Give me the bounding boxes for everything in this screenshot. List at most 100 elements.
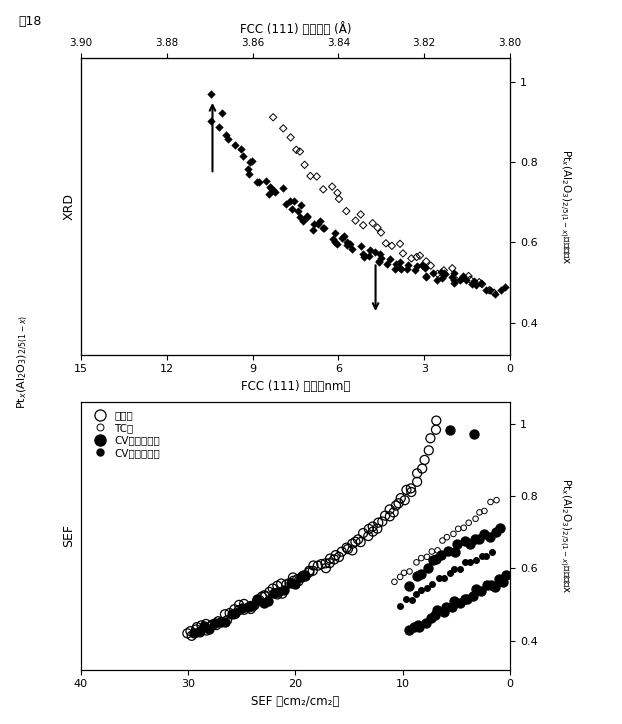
Point xyxy=(246,603,256,615)
Point xyxy=(494,573,504,585)
Point xyxy=(231,139,241,151)
Point xyxy=(337,232,347,244)
Point xyxy=(455,274,465,285)
Point xyxy=(368,521,378,532)
Point xyxy=(455,563,465,575)
Point xyxy=(436,266,446,278)
Point xyxy=(395,238,405,250)
Point xyxy=(477,550,487,562)
Point xyxy=(395,256,405,267)
Point xyxy=(465,556,475,568)
Point xyxy=(416,584,426,596)
Point xyxy=(458,522,468,534)
Point xyxy=(431,415,441,426)
Point xyxy=(434,572,443,584)
Point xyxy=(334,551,344,563)
Point xyxy=(297,571,307,583)
Point xyxy=(475,507,485,518)
Point xyxy=(396,263,406,274)
Point xyxy=(262,594,272,606)
Point xyxy=(417,463,427,474)
Point xyxy=(364,523,374,535)
Point xyxy=(449,563,459,575)
Point xyxy=(201,618,211,630)
Point xyxy=(452,274,462,286)
Point xyxy=(412,476,422,487)
Point xyxy=(471,513,481,525)
Point xyxy=(470,275,480,287)
Point xyxy=(428,554,438,565)
Point xyxy=(439,607,448,618)
Point xyxy=(364,251,374,262)
Y-axis label: Pt$_x$(Al$_2$O$_3$)$_{2/5(1-x)}$におけるx: Pt$_x$(Al$_2$O$_3$)$_{2/5(1-x)}$におけるx xyxy=(557,478,572,594)
Point xyxy=(425,432,435,444)
Point xyxy=(420,617,430,628)
Point xyxy=(406,487,416,498)
Point xyxy=(420,262,430,274)
Point xyxy=(291,144,301,156)
Point xyxy=(268,185,278,196)
Point xyxy=(389,263,399,274)
Point xyxy=(298,215,308,227)
Point xyxy=(289,575,299,586)
Point xyxy=(284,577,294,589)
Point xyxy=(294,576,304,587)
Point xyxy=(407,594,417,606)
Point xyxy=(481,550,491,562)
Point xyxy=(264,188,274,200)
Point xyxy=(461,274,471,286)
Point xyxy=(286,578,296,589)
Point xyxy=(490,288,499,300)
Point xyxy=(290,578,300,590)
Point xyxy=(420,261,430,272)
Point xyxy=(365,245,375,256)
Point xyxy=(395,599,405,611)
Point xyxy=(398,248,408,259)
Point xyxy=(220,608,230,620)
Point xyxy=(295,211,305,222)
Point xyxy=(347,244,357,256)
Point xyxy=(273,586,283,598)
Point xyxy=(320,557,330,569)
Point xyxy=(465,539,475,550)
Point xyxy=(406,253,416,264)
Point xyxy=(295,146,305,157)
Point xyxy=(421,270,431,282)
Point xyxy=(486,579,496,591)
Point xyxy=(334,193,344,205)
Point xyxy=(416,568,426,580)
Point xyxy=(368,526,378,537)
Point xyxy=(197,620,207,631)
Point xyxy=(402,264,412,275)
Point xyxy=(448,528,458,539)
Point xyxy=(394,497,404,509)
Point xyxy=(268,583,278,594)
Point xyxy=(221,130,231,141)
Point xyxy=(430,610,440,621)
Point xyxy=(376,253,386,264)
Point xyxy=(227,608,237,620)
Point xyxy=(380,510,390,521)
Point xyxy=(253,594,262,605)
Point xyxy=(318,184,328,195)
Point xyxy=(396,492,406,504)
Point xyxy=(447,601,457,613)
Point xyxy=(422,583,432,594)
Point xyxy=(376,227,386,238)
Point xyxy=(341,206,351,217)
Point xyxy=(298,570,308,581)
Point xyxy=(216,616,226,628)
Point xyxy=(321,563,331,574)
Point xyxy=(441,601,451,613)
X-axis label: FCC (111) 粒度（nm）: FCC (111) 粒度（nm） xyxy=(241,380,350,393)
Point xyxy=(198,620,208,631)
Point xyxy=(363,530,373,542)
Point xyxy=(213,615,223,627)
Point xyxy=(401,484,411,496)
Point xyxy=(248,601,258,613)
Point xyxy=(257,591,267,602)
Point xyxy=(474,534,484,545)
Point xyxy=(433,268,443,279)
Point xyxy=(445,567,455,578)
Point xyxy=(389,576,399,588)
